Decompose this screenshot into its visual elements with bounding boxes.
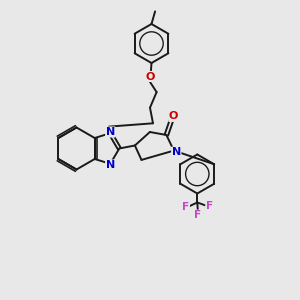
Text: N: N bbox=[172, 147, 181, 157]
Text: N: N bbox=[106, 160, 115, 170]
Text: F: F bbox=[182, 202, 189, 212]
Text: F: F bbox=[206, 201, 213, 211]
Text: O: O bbox=[169, 111, 178, 122]
Text: O: O bbox=[145, 71, 155, 82]
Text: F: F bbox=[194, 210, 201, 220]
Text: N: N bbox=[106, 127, 115, 137]
